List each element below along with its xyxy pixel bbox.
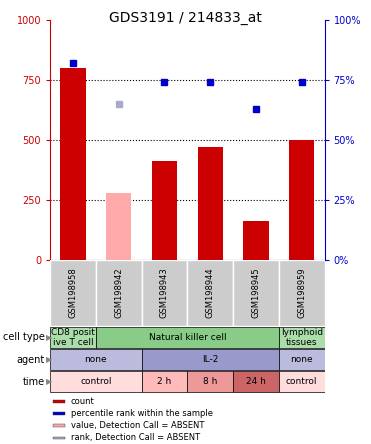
Text: ▶: ▶	[46, 333, 52, 342]
FancyBboxPatch shape	[233, 371, 279, 392]
Text: IL-2: IL-2	[202, 355, 219, 364]
Bar	[152, 162, 177, 260]
Text: agent: agent	[16, 355, 45, 365]
Bar	[198, 147, 223, 260]
Text: GSM198944: GSM198944	[206, 268, 215, 318]
Text: ▶: ▶	[46, 377, 52, 386]
Bar	[243, 222, 269, 260]
FancyBboxPatch shape	[50, 327, 96, 348]
Text: count: count	[70, 397, 95, 406]
Bar	[289, 140, 314, 260]
Text: control: control	[80, 377, 112, 386]
Bar	[53, 436, 65, 439]
Bar	[53, 424, 65, 427]
FancyBboxPatch shape	[233, 260, 279, 326]
Text: time: time	[22, 377, 45, 387]
FancyBboxPatch shape	[142, 260, 187, 326]
Bar	[53, 400, 65, 403]
Text: Natural killer cell: Natural killer cell	[148, 333, 226, 342]
FancyBboxPatch shape	[142, 371, 187, 392]
FancyBboxPatch shape	[187, 371, 233, 392]
Text: GSM198942: GSM198942	[114, 268, 123, 318]
FancyBboxPatch shape	[50, 349, 142, 370]
FancyBboxPatch shape	[142, 349, 279, 370]
FancyBboxPatch shape	[279, 349, 325, 370]
FancyBboxPatch shape	[279, 371, 325, 392]
Text: 2 h: 2 h	[157, 377, 172, 386]
Text: lymphoid
tissues: lymphoid tissues	[281, 328, 323, 347]
FancyBboxPatch shape	[187, 260, 233, 326]
FancyBboxPatch shape	[279, 260, 325, 326]
FancyBboxPatch shape	[279, 327, 325, 348]
Text: rank, Detection Call = ABSENT: rank, Detection Call = ABSENT	[70, 433, 200, 442]
Text: none: none	[290, 355, 313, 364]
Bar	[60, 68, 86, 260]
Text: percentile rank within the sample: percentile rank within the sample	[70, 409, 213, 418]
Bar	[106, 193, 131, 260]
Text: GDS3191 / 214833_at: GDS3191 / 214833_at	[109, 11, 262, 25]
Text: GSM198943: GSM198943	[160, 268, 169, 318]
FancyBboxPatch shape	[50, 260, 96, 326]
Text: GSM198945: GSM198945	[252, 268, 260, 318]
Text: GSM198959: GSM198959	[297, 268, 306, 318]
Text: ▶: ▶	[46, 355, 52, 364]
Text: none: none	[85, 355, 107, 364]
Text: GSM198958: GSM198958	[69, 268, 78, 318]
Text: 8 h: 8 h	[203, 377, 217, 386]
Text: control: control	[286, 377, 318, 386]
Bar	[53, 412, 65, 415]
FancyBboxPatch shape	[96, 260, 142, 326]
Text: 24 h: 24 h	[246, 377, 266, 386]
FancyBboxPatch shape	[50, 371, 142, 392]
Text: cell type: cell type	[3, 333, 45, 342]
Text: value, Detection Call = ABSENT: value, Detection Call = ABSENT	[70, 421, 204, 430]
Text: CD8 posit
ive T cell: CD8 posit ive T cell	[51, 328, 95, 347]
FancyBboxPatch shape	[96, 327, 279, 348]
